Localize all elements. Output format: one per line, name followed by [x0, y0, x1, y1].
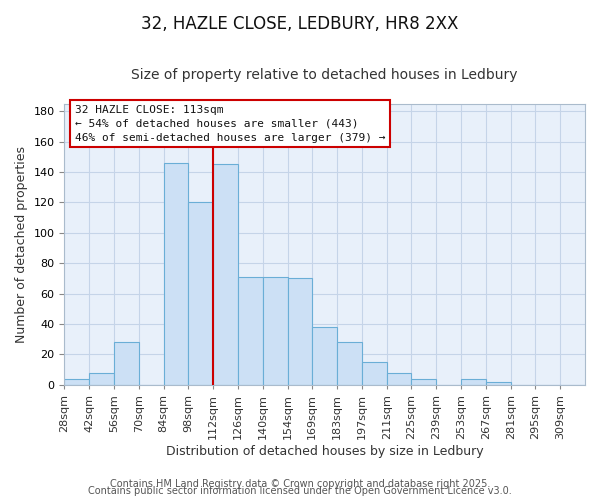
Bar: [461, 379, 486, 385]
Text: 32 HAZLE CLOSE: 113sqm
← 54% of detached houses are smaller (443)
46% of semi-de: 32 HAZLE CLOSE: 113sqm ← 54% of detached…: [75, 105, 385, 143]
Text: Contains HM Land Registry data © Crown copyright and database right 2025.: Contains HM Land Registry data © Crown c…: [110, 479, 490, 489]
Bar: [486, 382, 511, 385]
Title: Size of property relative to detached houses in Ledbury: Size of property relative to detached ho…: [131, 68, 518, 82]
Bar: [313, 327, 337, 385]
Bar: [362, 362, 386, 385]
Bar: [213, 164, 238, 385]
Bar: [114, 342, 139, 385]
Bar: [89, 372, 114, 385]
Text: 32, HAZLE CLOSE, LEDBURY, HR8 2XX: 32, HAZLE CLOSE, LEDBURY, HR8 2XX: [142, 15, 458, 33]
Bar: [337, 342, 362, 385]
Bar: [386, 372, 412, 385]
X-axis label: Distribution of detached houses by size in Ledbury: Distribution of detached houses by size …: [166, 444, 484, 458]
Bar: [164, 163, 188, 385]
Bar: [412, 379, 436, 385]
Text: Contains public sector information licensed under the Open Government Licence v3: Contains public sector information licen…: [88, 486, 512, 496]
Bar: [64, 379, 89, 385]
Bar: [263, 277, 287, 385]
Bar: [188, 202, 213, 385]
Bar: [287, 278, 313, 385]
Y-axis label: Number of detached properties: Number of detached properties: [15, 146, 28, 342]
Bar: [238, 277, 263, 385]
